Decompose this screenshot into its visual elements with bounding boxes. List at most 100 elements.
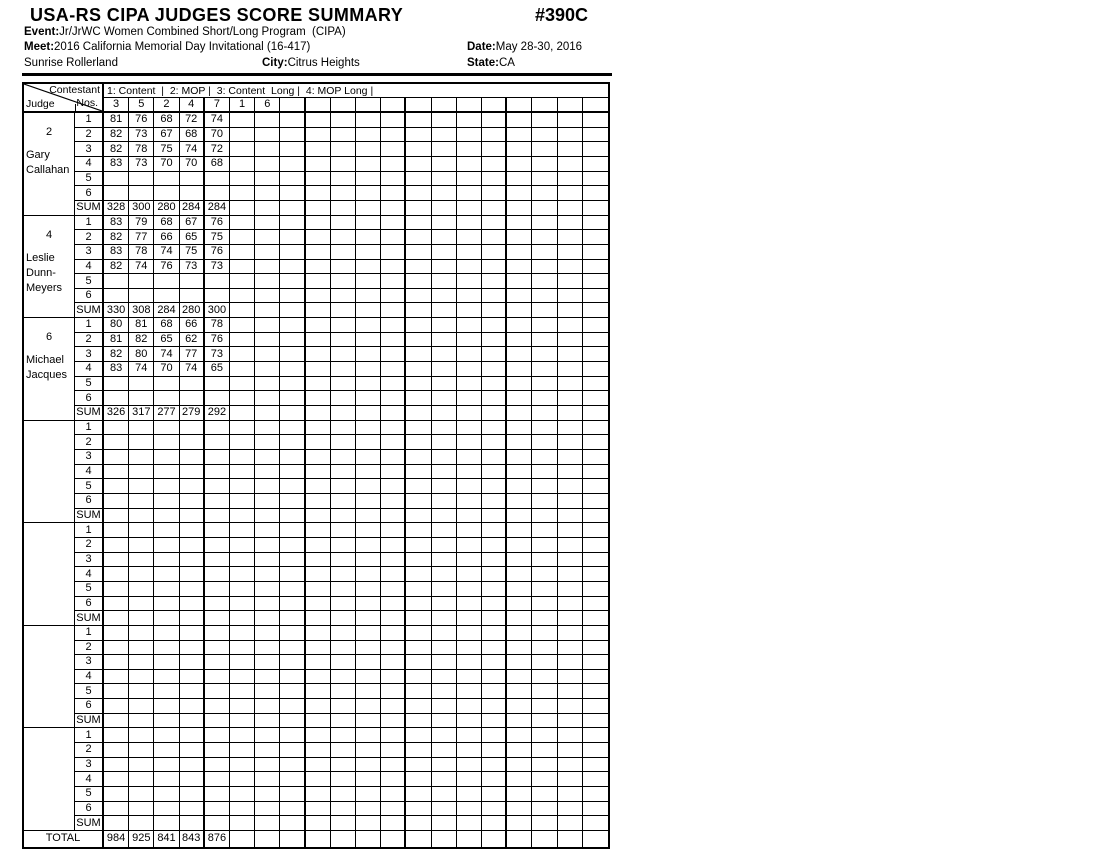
score-cell	[230, 625, 256, 641]
judge-cell: 6 Michael Jacques	[24, 318, 75, 421]
sum-cell: 328	[104, 200, 130, 216]
score-cell	[129, 523, 155, 538]
sum-cell	[154, 508, 180, 524]
score-cell	[154, 464, 180, 480]
score-cell	[230, 230, 256, 245]
score-cell	[381, 581, 407, 597]
score-cell: 79	[129, 215, 155, 231]
score-cell	[507, 464, 533, 480]
score-cell	[330, 376, 356, 392]
score-cell	[482, 669, 508, 685]
score-cell	[129, 464, 155, 480]
score-cell	[204, 376, 230, 392]
score-cell	[204, 787, 230, 802]
score-cell	[330, 420, 356, 436]
score-cell	[230, 244, 256, 260]
score-cell	[255, 347, 281, 363]
sum-cell: 284	[154, 303, 180, 319]
score-cell	[582, 553, 608, 568]
score-cell	[230, 318, 256, 333]
sum-cell: 326	[104, 406, 130, 421]
score-cell	[431, 493, 457, 509]
score-cell	[305, 156, 331, 172]
judge-cell	[24, 523, 75, 626]
sum-cell	[129, 713, 155, 729]
row-label-cell: SUM	[75, 200, 104, 216]
score-cell	[154, 274, 180, 289]
score-cell	[557, 567, 583, 582]
total-cell: 841	[154, 830, 180, 847]
score-cell	[356, 552, 382, 568]
score-cell: 76	[204, 244, 230, 260]
score-cell	[154, 288, 180, 304]
score-cell	[280, 420, 306, 436]
score-cell	[356, 420, 382, 436]
score-cell: 70	[154, 362, 180, 377]
score-cell	[104, 464, 130, 480]
row-label-cell: 5	[75, 376, 104, 392]
score-cell	[230, 420, 256, 436]
score-cell	[482, 259, 508, 275]
sum-cell	[330, 303, 356, 319]
score-cell	[305, 347, 331, 363]
sum-cell	[280, 611, 306, 626]
row-label-cell: 3	[75, 450, 104, 465]
sum-cell	[356, 406, 382, 421]
score-cell	[507, 801, 533, 817]
sum-cell	[305, 713, 331, 729]
score-cell	[557, 801, 583, 817]
score-cell	[356, 347, 382, 363]
score-cell	[557, 274, 583, 289]
score-cell	[582, 421, 608, 436]
score-cell	[582, 186, 608, 201]
score-cell	[280, 772, 306, 788]
score-cell	[507, 493, 533, 509]
score-cell	[406, 655, 432, 670]
score-cell	[104, 493, 130, 509]
score-cell	[280, 171, 306, 187]
score-cell	[305, 567, 331, 582]
score-cell	[255, 274, 281, 289]
score-cell	[280, 801, 306, 817]
sum-cell	[129, 611, 155, 626]
score-cell	[431, 142, 457, 157]
row-label-cell: 4	[75, 362, 104, 377]
score-cell	[204, 552, 230, 568]
score-cell	[230, 288, 256, 304]
row-label-cell: 2	[75, 537, 104, 553]
score-cell	[305, 640, 331, 656]
row-label-cell: 1	[75, 215, 104, 231]
score-cell	[280, 640, 306, 656]
score-cell	[104, 288, 130, 304]
score-cell	[230, 640, 256, 656]
score-cell	[507, 772, 533, 788]
score-cell	[356, 787, 382, 802]
score-cell: 80	[104, 318, 130, 333]
score-cell	[582, 142, 608, 157]
total-cell	[457, 830, 482, 847]
score-cell: 65	[204, 362, 230, 377]
score-cell	[179, 537, 205, 553]
score-cell: 66	[179, 318, 205, 333]
score-cell	[280, 127, 306, 143]
score-cell	[482, 347, 508, 363]
sum-cell	[482, 611, 508, 626]
row-label-cell: 3	[75, 655, 104, 670]
contestant-number-cell: 7	[204, 98, 230, 113]
score-cell	[406, 274, 432, 289]
score-cell	[104, 274, 130, 289]
score-cell	[532, 332, 558, 348]
score-cell	[431, 669, 457, 685]
score-cell	[104, 640, 130, 656]
score-cell	[381, 787, 407, 802]
sum-cell	[557, 611, 583, 626]
score-cell	[406, 567, 432, 582]
corner-label-nos: Nos.	[76, 97, 98, 109]
sum-cell	[255, 406, 281, 421]
score-cell	[356, 567, 382, 582]
score-cell	[482, 435, 508, 451]
row-label-cell: 5	[75, 479, 104, 494]
score-cell	[582, 274, 608, 289]
row-label-cell: 5	[75, 787, 104, 802]
score-cell: 82	[104, 142, 130, 157]
